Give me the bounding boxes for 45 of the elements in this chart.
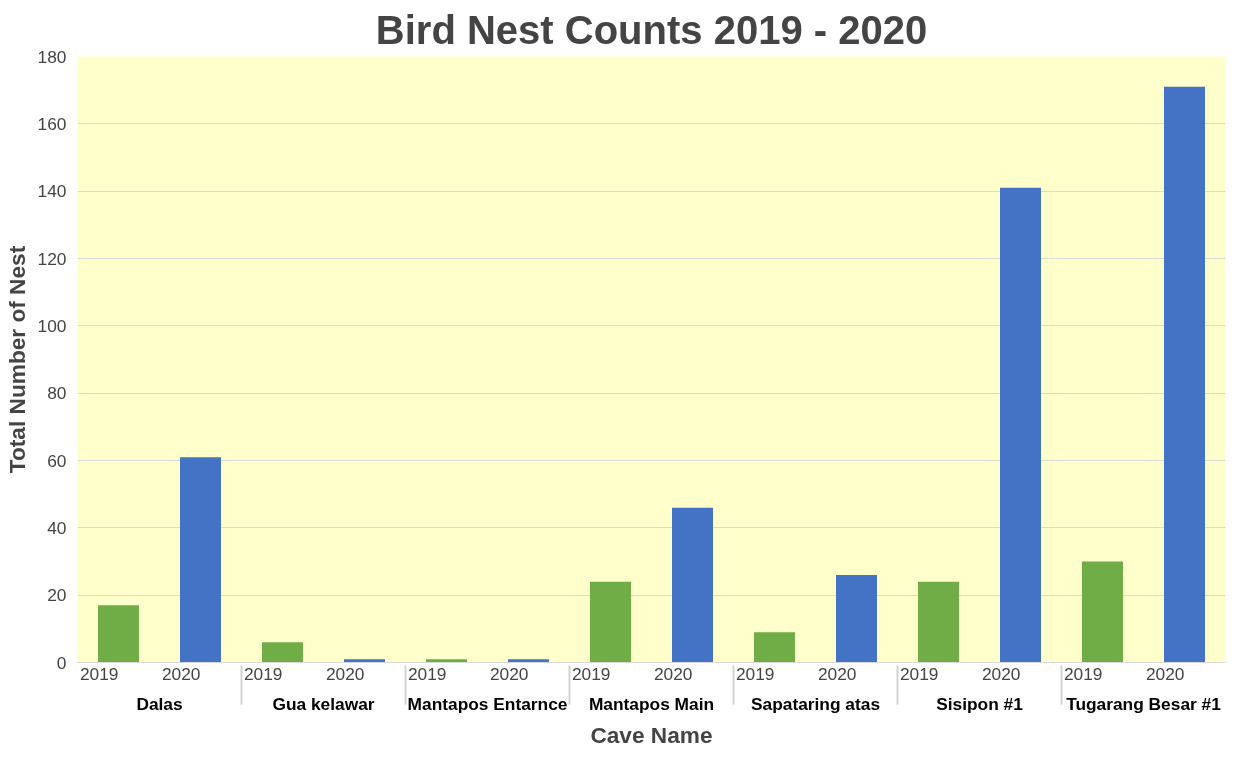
x-axis-title: Cave Name [590, 721, 713, 748]
y-tick-label: 80 [47, 383, 67, 404]
y-tick-label: 120 [37, 248, 67, 269]
text: 2020 [653, 663, 693, 684]
bar [1082, 561, 1123, 663]
bar [1164, 86, 1205, 663]
text: 2019 [735, 663, 775, 684]
bar [672, 507, 713, 663]
x-tick-label: Dalas [136, 693, 183, 714]
x-tick-label: Gua kelawar [272, 693, 375, 714]
text: 2019 [243, 663, 283, 684]
bar [1000, 187, 1041, 663]
text: 2020 [489, 663, 529, 684]
bar [590, 581, 631, 663]
text: 2019 [1063, 663, 1103, 684]
bar [836, 574, 877, 663]
y-tick-label: 160 [37, 113, 67, 134]
y-tick-label: 140 [37, 181, 67, 202]
text: 2019 [407, 663, 447, 684]
text: 2020 [817, 663, 857, 684]
y-tick-label: 60 [47, 450, 67, 471]
y-tick-label: 180 [37, 46, 67, 67]
y-tick-label: 0 [56, 652, 67, 673]
y-tick-label: 40 [47, 517, 67, 538]
text: 2020 [1145, 663, 1185, 684]
bar [262, 642, 303, 663]
text: 2019 [899, 663, 939, 684]
x-tick-label: Sisipon #1 [936, 693, 1024, 714]
bar [98, 605, 139, 663]
bar [918, 581, 959, 663]
y-axis-title: Total Number of Nest [3, 245, 30, 474]
x-tick-label: Mantapos Main [588, 693, 715, 714]
series-label: 2020 [161, 663, 201, 684]
x-tick-label: Mantapos Entarnce [407, 693, 568, 714]
y-tick-label: 20 [47, 585, 67, 606]
x-tick-label: Tugarang Besar #1 [1066, 693, 1222, 714]
x-tick-label: Sapataring atas [750, 693, 881, 714]
y-tick-label: 100 [37, 315, 67, 336]
text: 2020 [325, 663, 365, 684]
bar [180, 457, 221, 663]
text: 2019 [571, 663, 611, 684]
chart-title: Bird Nest Counts 2019 - 2020 [375, 7, 928, 52]
text: 2020 [981, 663, 1021, 684]
series-label: 2019 [79, 663, 119, 684]
bar [754, 632, 795, 663]
